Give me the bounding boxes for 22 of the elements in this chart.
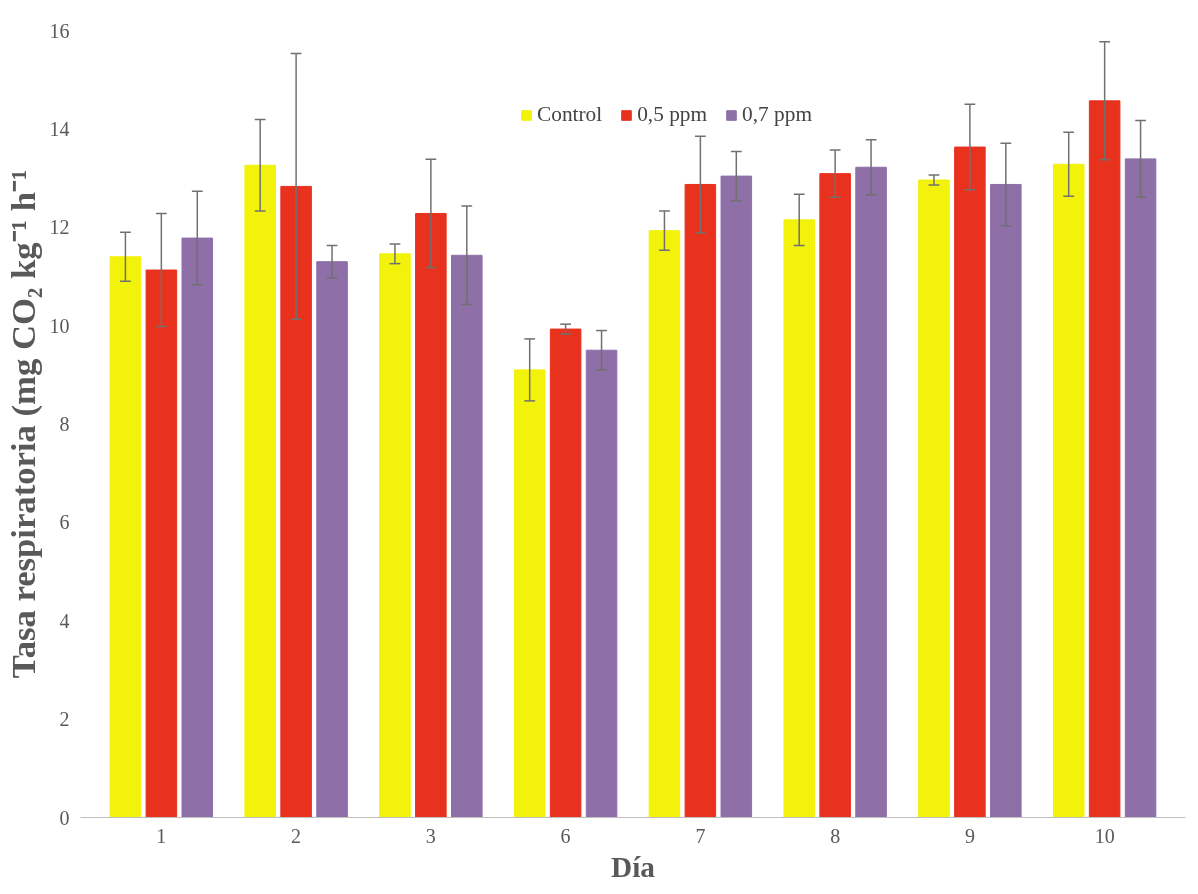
y-tick-label: 8: [59, 413, 70, 435]
y-tick-label: 2: [59, 708, 70, 731]
y-axis-title: Tasa respiratoria (mg CO₂ kg⁻¹ h⁻¹: [3, 169, 43, 679]
x-tick-label: 6: [560, 824, 571, 847]
x-tick-label: 10: [1094, 824, 1115, 847]
x-tick-label: 8: [830, 824, 841, 847]
legend-label: 0,7 ppm: [742, 102, 813, 127]
y-tick-label: 0: [59, 806, 70, 829]
y-tick-label: 10: [49, 314, 70, 337]
y-tick-label: 12: [49, 216, 70, 239]
y-tick-label: 16: [49, 19, 70, 42]
y-tick-label: 4: [59, 609, 70, 632]
x-tick-label: 1: [156, 824, 167, 847]
x-tick-label: 2: [291, 824, 302, 847]
x-axis-title: Día: [611, 850, 656, 883]
y-tick-label: 6: [59, 511, 70, 534]
x-tick-label: 3: [425, 824, 436, 847]
x-tick-label: 7: [695, 824, 706, 847]
x-tick-label: 9: [964, 824, 975, 847]
legend-label: 0,5 ppm: [637, 102, 708, 127]
legend-label: Control: [537, 102, 603, 127]
y-tick-label: 14: [49, 117, 70, 140]
